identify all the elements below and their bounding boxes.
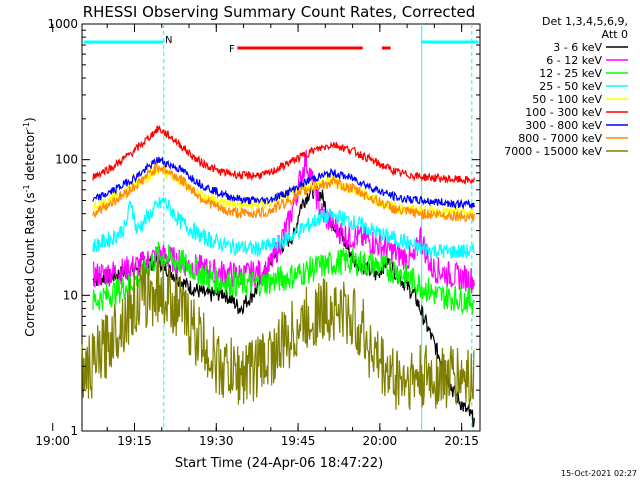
annotation-f: F: [229, 44, 235, 55]
y-tick-label: 100: [55, 153, 78, 167]
x-axis-label: Start Time (24-Apr-06 18:47:22): [175, 456, 383, 471]
series-line-6: [92, 156, 475, 210]
series-line-8: [81, 261, 475, 410]
x-tick-label: 20:15: [444, 434, 479, 448]
legend-label-7: 800 - 7000 keV: [518, 132, 602, 145]
y-label-part: Corrected Count Rate (s: [23, 192, 37, 336]
y-label-part: ): [23, 117, 37, 122]
legend-label-5: 100 - 300 keV: [525, 106, 602, 119]
y-label-part: detector: [23, 130, 37, 185]
x-tick-label: 19:30: [199, 434, 234, 448]
series-line-5: [92, 124, 475, 185]
legend-label-8: 7000 - 15000 keV: [504, 145, 602, 158]
series-line-2: [92, 241, 475, 315]
y-tick-label: 1000: [47, 17, 78, 31]
x-tick-label: 19:45: [281, 434, 316, 448]
annotation-n: N: [165, 35, 172, 46]
legend-label-0: 3 - 6 keV: [553, 41, 602, 54]
y-tick-label: 10: [63, 288, 78, 302]
x-tick-label: 19:15: [117, 434, 152, 448]
y-label-part: -1: [22, 122, 31, 130]
y-tick-label: 1: [70, 424, 78, 438]
chart-title: RHESSI Observing Summary Count Rates, Co…: [83, 3, 476, 21]
series-line-7: [92, 162, 475, 223]
legend-label-3: 25 - 50 keV: [539, 80, 602, 93]
legend-header-line-1: Det 1,3,4,5,6,9,: [542, 15, 628, 28]
series-layer: [81, 124, 475, 428]
footer-timestamp: 15-Oct-2021 02:27: [561, 469, 637, 478]
legend-label-4: 50 - 100 keV: [532, 93, 602, 106]
axes-layer: 1 10 100 1000 19:00 19:15 19:30 19:45 20:00 20:15: [35, 17, 480, 448]
legend-label-6: 300 - 800 keV: [525, 119, 602, 132]
x-tick-label: 19:00: [35, 434, 70, 448]
y-label-part: -1: [22, 184, 31, 192]
x-tick-label: 20:00: [363, 434, 398, 448]
legend-label-1: 6 - 12 keV: [546, 54, 602, 67]
plot-area: [81, 23, 481, 432]
series-line-3: [92, 197, 475, 259]
y-axis-label: Corrected Count Rate (s-1 detector-1): [22, 117, 37, 336]
legend-header-line-2: Att 0: [602, 28, 628, 41]
series-line-1: [92, 149, 475, 294]
legend-label-2: 12 - 25 keV: [539, 67, 602, 80]
